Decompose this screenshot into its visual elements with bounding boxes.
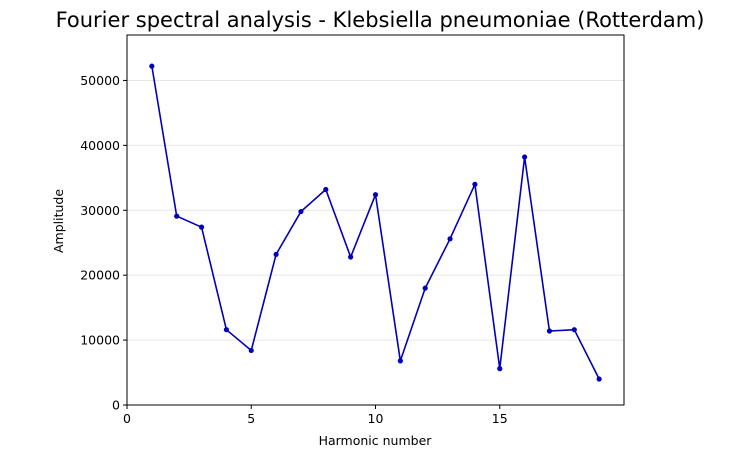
- grid: [127, 79, 624, 341]
- data-point: [372, 192, 379, 198]
- series: [149, 63, 602, 382]
- data-point: [571, 327, 577, 333]
- data-point: [546, 328, 553, 334]
- data-point: [149, 63, 155, 69]
- x-tick-label: 5: [247, 411, 255, 426]
- y-tick-label: 0: [112, 398, 120, 413]
- x-axis-label: Harmonic number: [319, 433, 433, 448]
- data-point: [447, 236, 453, 242]
- data-point: [497, 366, 503, 372]
- data-point: [422, 285, 428, 291]
- data-point: [596, 376, 602, 382]
- y-tick-label: 40000: [80, 138, 120, 153]
- data-point: [248, 347, 254, 354]
- y-tick-label: 50000: [80, 73, 120, 88]
- y-tick-label: 20000: [80, 268, 120, 283]
- plot-frame: [126, 34, 625, 406]
- data-point: [522, 154, 528, 160]
- x-tick-label: 10: [368, 411, 384, 426]
- data-point: [472, 181, 478, 187]
- x-axis-ticks: 0 5 10 15: [123, 405, 508, 426]
- chart-title: Fourier spectral analysis - Klebsiella p…: [56, 8, 705, 32]
- y-tick-label: 30000: [80, 203, 120, 218]
- x-tick-label: 15: [492, 411, 508, 426]
- y-axis-ticks: 0 10000 20000 30000 40000 50000: [80, 73, 127, 413]
- series-line: [151, 66, 600, 380]
- y-axis-label: Amplitude: [51, 189, 66, 253]
- x-tick-label: 0: [123, 411, 131, 426]
- data-point: [198, 224, 205, 230]
- data-point: [397, 358, 403, 364]
- data-point: [298, 208, 304, 215]
- data-point: [348, 254, 354, 260]
- data-point: [223, 327, 229, 333]
- data-point: [323, 186, 329, 193]
- data-point: [273, 251, 279, 258]
- y-tick-label: 10000: [80, 333, 120, 348]
- data-point: [174, 213, 180, 219]
